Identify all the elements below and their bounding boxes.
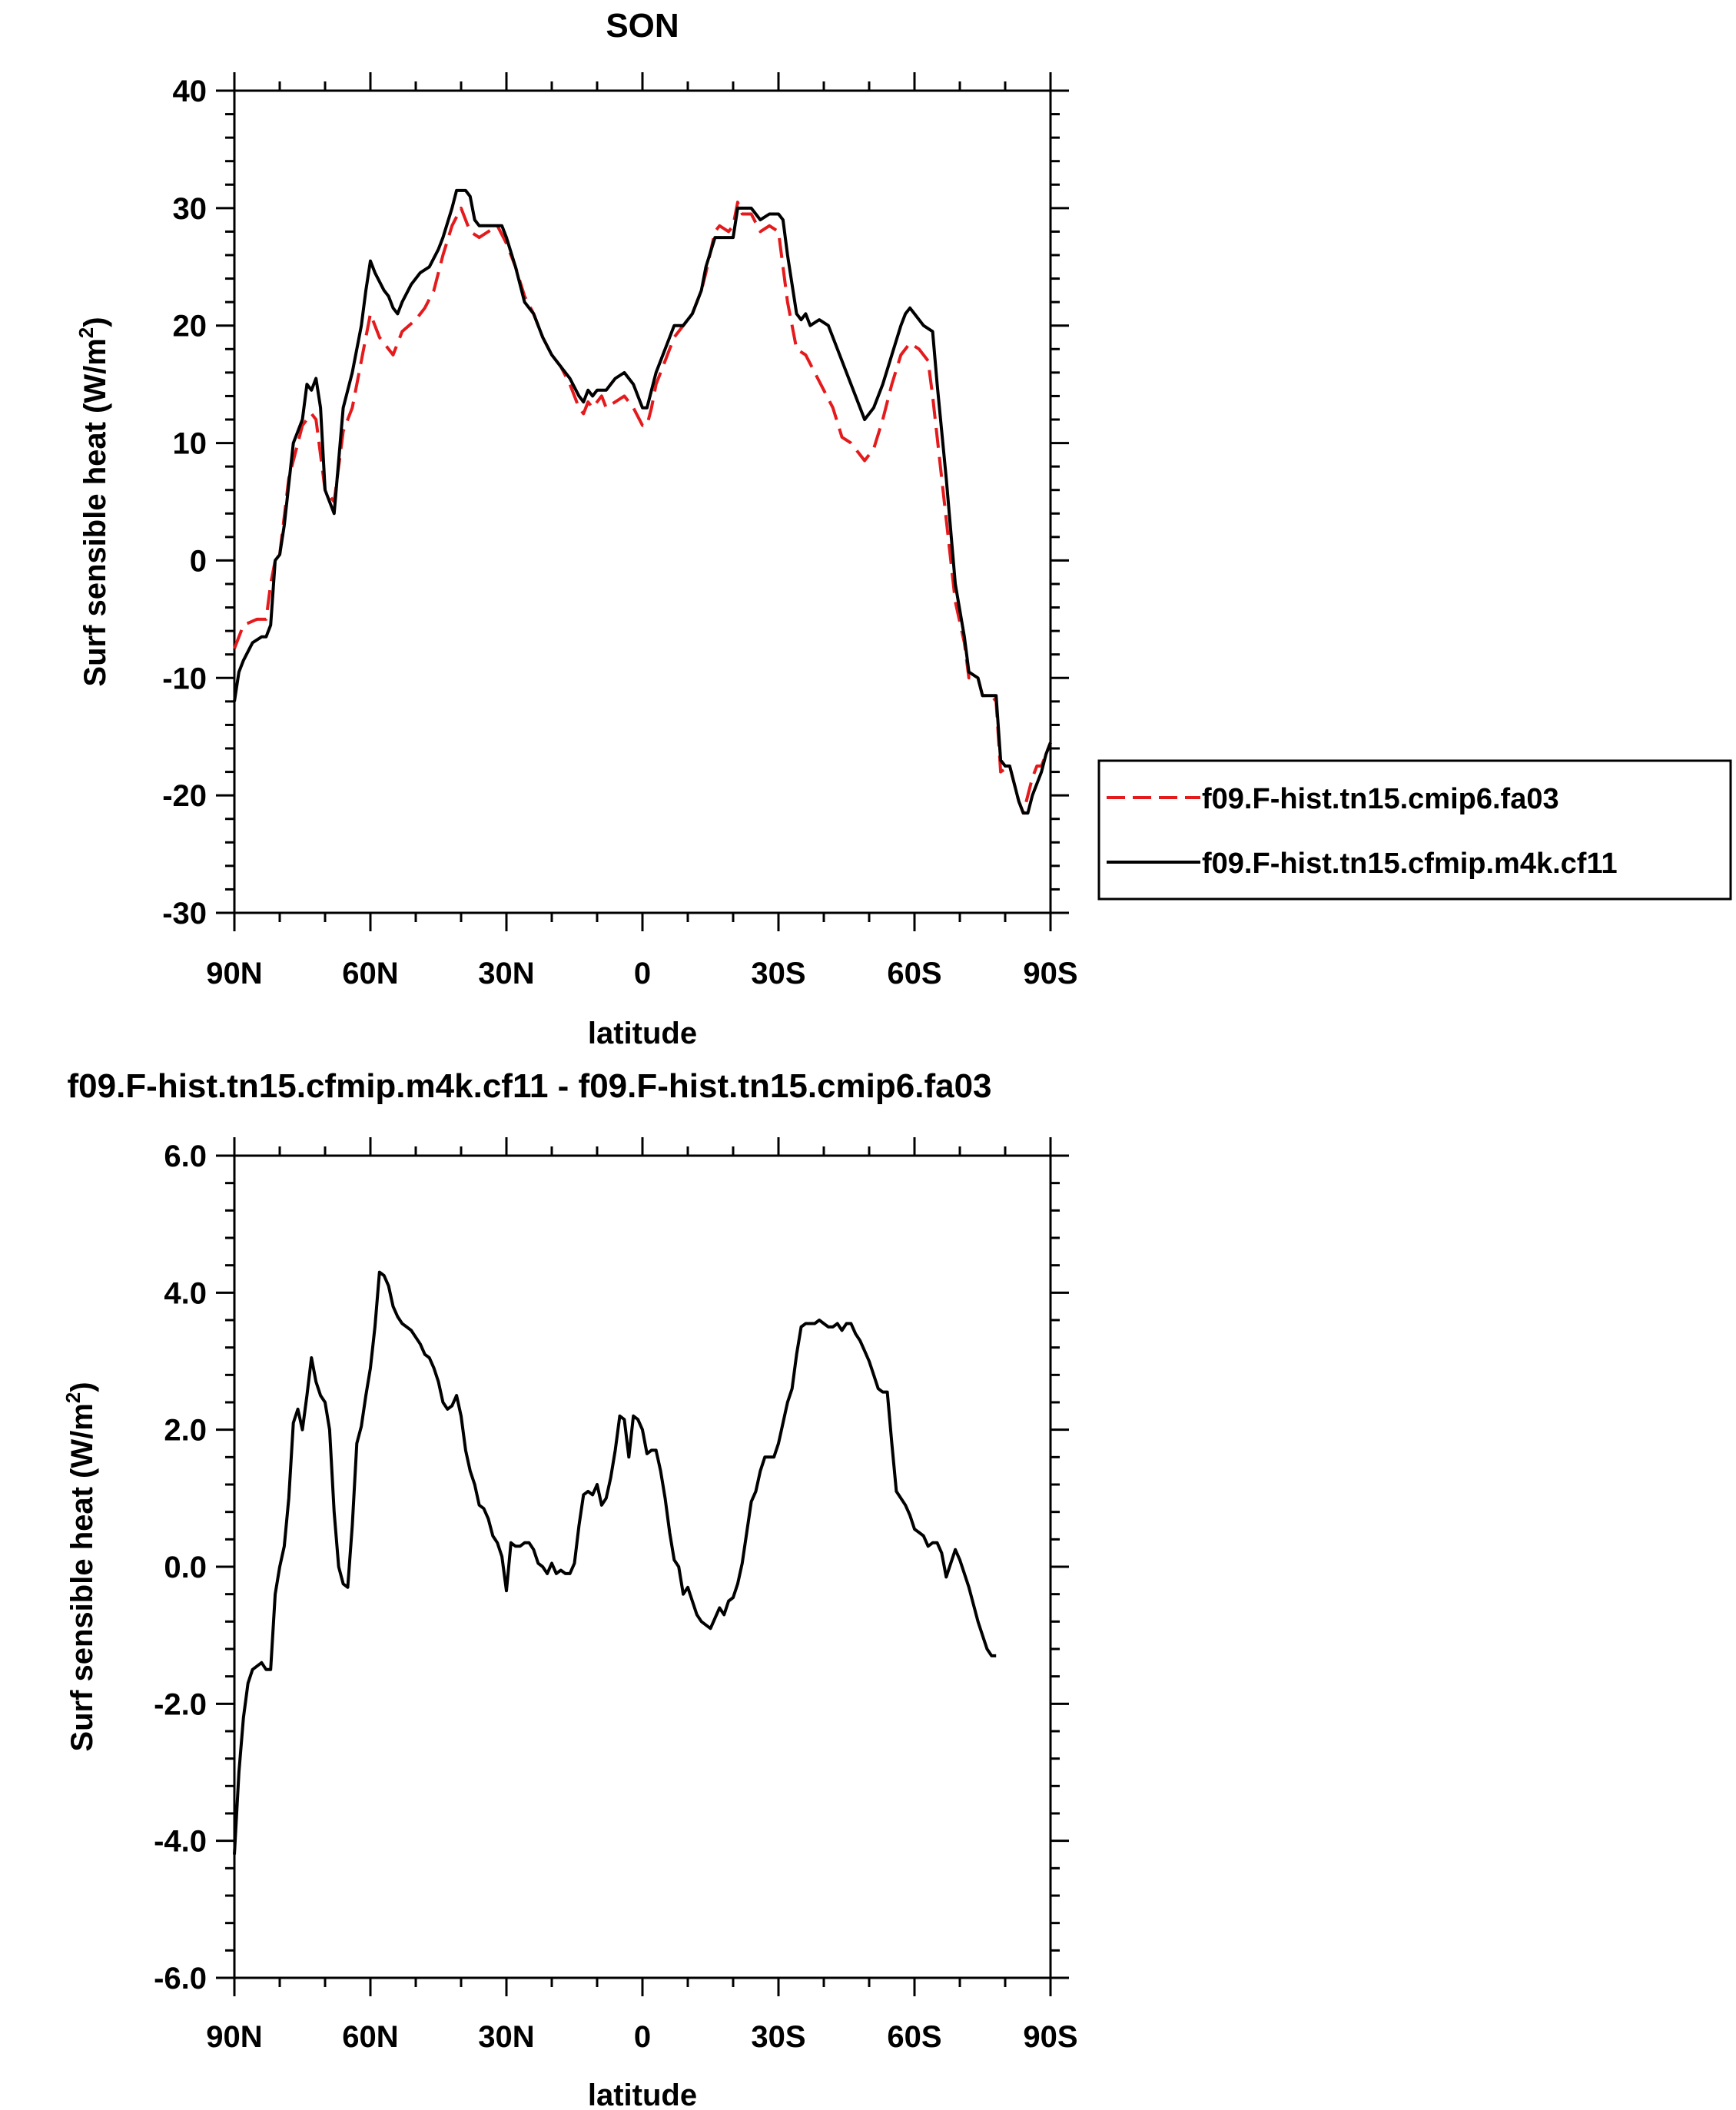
series-line-0 <box>233 201 1052 815</box>
x-tick-label: 0 <box>634 2020 651 2054</box>
y-axis-label: Surf sensible heat (W/m2) <box>75 317 112 686</box>
y-tick-label: 30 <box>173 192 207 226</box>
top-chart: 40 30 20 10 0 -10 -20 -30 90N 60N 30N 0 30S 60S 90S SON… <box>75 7 1078 1050</box>
x-tick-label: 90N <box>206 957 262 990</box>
y-tick-label: 0.0 <box>164 1551 207 1584</box>
series-line-1 <box>233 188 1052 815</box>
x-tick-label: 0 <box>634 957 651 990</box>
x-tick-label: 30N <box>478 2020 534 2054</box>
y-tick-label: -2.0 <box>154 1687 207 1721</box>
y-tick-label: 40 <box>173 75 207 108</box>
x-tick-label: 60N <box>342 2020 398 2054</box>
x-tick-label: 90S <box>1023 2020 1077 2054</box>
legend: f09.F-hist.tn15.cmip6.fa03 f09.F-hist.tn1… <box>1097 759 1732 901</box>
y-tick-label: 20 <box>173 310 207 343</box>
y-tick-label: 6.0 <box>164 1140 207 1173</box>
x-tick-label: 30S <box>751 957 805 990</box>
series-line-0 <box>233 1270 997 1855</box>
x-tick-label: 60S <box>887 2020 941 2054</box>
x-axis-label: latitude <box>588 1017 697 1050</box>
legend-label: f09.F-hist.tn15.cmip6.fa03 <box>1202 783 1559 815</box>
y-tick-label: -20 <box>162 779 207 813</box>
y-tick-label: -30 <box>162 897 207 931</box>
legend-label: f09.F-hist.tn15.cfmip.m4k.cf11 <box>1202 848 1618 880</box>
x-tick-label: 60N <box>342 957 398 990</box>
y-tick-label: 0 <box>190 544 207 578</box>
y-tick-label: -4.0 <box>154 1825 207 1859</box>
x-tick-label: 60S <box>887 957 941 990</box>
x-tick-label: 90N <box>206 2020 262 2054</box>
y-tick-label: -6.0 <box>154 1962 207 1996</box>
y-tick-label: 4.0 <box>164 1276 207 1310</box>
chart-title: f09.F-hist.tn15.cfmip.m4k.cf11 - f09.F-h… <box>67 1067 991 1105</box>
bottom-chart: 6.0 4.0 2.0 0.0 -2.0 -4.0 -6.0 90N 60N 30N 0 30S 60S… <box>61 1067 1078 2110</box>
y-tick-label: 2.0 <box>164 1414 207 1448</box>
x-tick-label: 30N <box>478 957 534 990</box>
x-tick-label: 90S <box>1023 957 1077 990</box>
x-tick-label: 30S <box>751 2020 805 2054</box>
y-axis-label: Surf sensible heat (W/m2) <box>61 1382 99 1751</box>
y-tick-label: -10 <box>162 662 207 695</box>
y-tick-label: 10 <box>173 427 207 461</box>
legend-box <box>1097 759 1732 901</box>
x-axis-label: latitude <box>588 2078 697 2110</box>
chart-title: SON <box>606 7 679 45</box>
